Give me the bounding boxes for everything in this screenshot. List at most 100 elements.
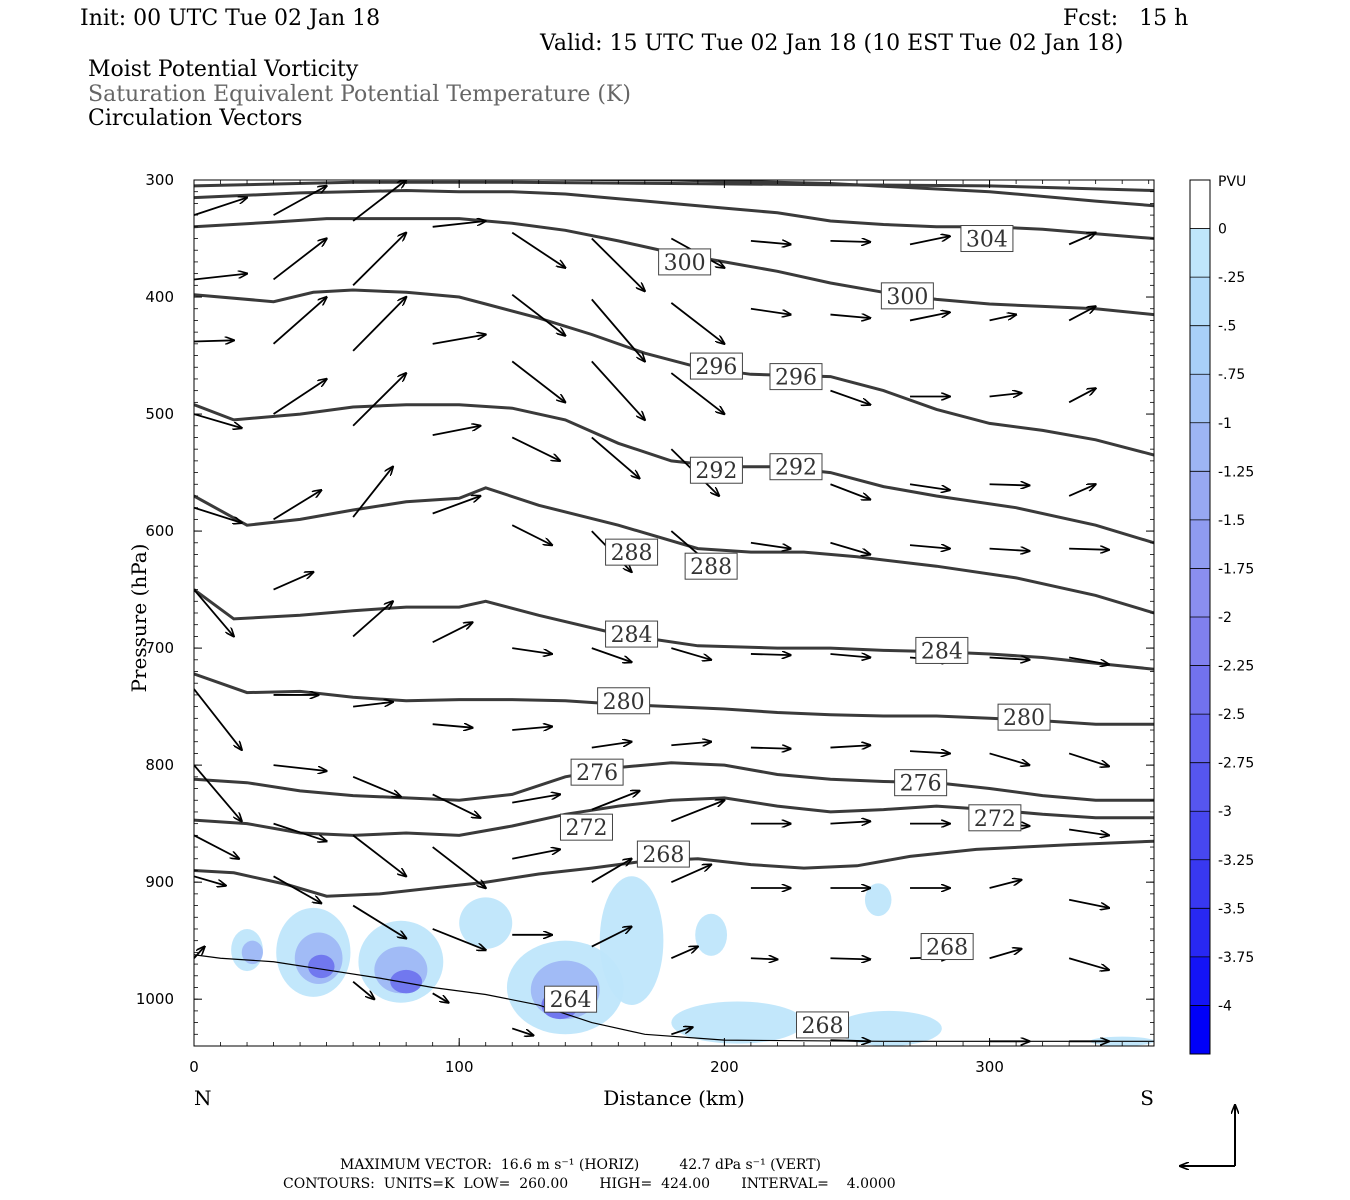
circulation-vector-0 <box>194 198 247 216</box>
pv-region-13 <box>695 913 728 956</box>
contour-288-5 <box>194 486 1154 615</box>
colorbar-segment-5 <box>1190 422 1210 472</box>
x-tick-label-0: 0 <box>189 1058 199 1076</box>
circulation-vector-43 <box>1068 484 1096 497</box>
contour-label-15: 272 <box>565 816 607 841</box>
contour-label-box-6 <box>769 453 823 481</box>
pv-region-7 <box>390 969 423 994</box>
circulation-vector-25 <box>432 334 486 345</box>
circulation-vector-54 <box>989 549 1030 551</box>
contour-label-box-13 <box>570 758 624 786</box>
colorbar-label-16: -4 <box>1218 998 1232 1014</box>
contour-label-box-11 <box>597 687 651 715</box>
contour-label-1: 300 <box>664 251 706 276</box>
circulation-vector-93 <box>273 822 327 842</box>
colorbar-segment-3 <box>1190 325 1210 375</box>
circulation-vector-86 <box>671 800 724 823</box>
field-title-2: Saturation Equivalent Potential Temperat… <box>88 82 631 107</box>
circulation-vector-53 <box>909 545 950 549</box>
contour-280-3 <box>194 672 1154 726</box>
circulation-vector-76 <box>830 745 870 747</box>
circulation-vector-47 <box>432 496 481 515</box>
contour-label-box-4 <box>769 363 823 391</box>
circulation-vector-120 <box>671 1027 692 1036</box>
colorbar-label-12: -3 <box>1218 804 1232 820</box>
circulation-vector-71 <box>432 724 473 728</box>
circulation-vector-115 <box>1068 957 1109 970</box>
circulation-vector-96 <box>512 849 560 860</box>
y-tick-label-1000: 1000 <box>136 990 174 1008</box>
contour-label-box-17 <box>636 840 690 868</box>
colorbar-label-7: -1.75 <box>1218 561 1254 577</box>
contour-label-7: 288 <box>611 541 653 566</box>
colorbar-label-8: -2 <box>1218 610 1232 626</box>
y-tick-label-400: 400 <box>145 288 174 306</box>
circulation-vector-28 <box>670 372 724 414</box>
colorbar-segment-6 <box>1190 471 1210 520</box>
y-tick-label-900: 900 <box>145 873 174 891</box>
circulation-vector-74 <box>671 742 711 746</box>
x-tick-label-200: 200 <box>710 1058 739 1076</box>
contour-label-13: 276 <box>576 761 618 786</box>
circulation-vector-110 <box>670 947 698 960</box>
circulation-vector-5 <box>591 237 645 292</box>
circulation-vector-106 <box>352 904 406 939</box>
contour-label-box-0 <box>960 225 1014 253</box>
circulation-vector-29 <box>830 389 870 405</box>
circulation-vector-52 <box>830 541 870 555</box>
circulation-vector-38 <box>591 436 640 478</box>
contour-label-11: 280 <box>603 690 645 715</box>
colorbar-label-4: -1 <box>1218 416 1232 432</box>
circulation-vector-75 <box>750 748 791 749</box>
colorbar-label-13: -3.25 <box>1218 853 1254 869</box>
colorbar-label-10: -2.5 <box>1218 707 1245 723</box>
circulation-vector-13 <box>352 233 406 286</box>
colorbar-label-3: -.75 <box>1218 367 1245 383</box>
circulation-vector-3 <box>432 221 486 228</box>
right-end-label: S <box>1140 1086 1154 1110</box>
y-tick-label-600: 600 <box>145 522 174 540</box>
circulation-vector-41 <box>909 483 950 490</box>
colorbar-segment-10 <box>1190 665 1210 715</box>
colorbar-label-11: -2.75 <box>1218 756 1254 772</box>
contour-label-4: 296 <box>775 366 817 391</box>
colorbar-segment-15 <box>1190 908 1210 957</box>
circulation-vector-81 <box>273 764 327 771</box>
circulation-vector-84 <box>512 794 560 804</box>
colorbar-unit: PVU <box>1218 174 1246 190</box>
circulation-vector-34 <box>273 379 327 415</box>
circulation-vector-32 <box>1068 388 1096 404</box>
contour-label-box-7 <box>605 538 659 566</box>
contour-label-box-12 <box>997 703 1051 731</box>
contour-label-box-15 <box>559 813 613 841</box>
circulation-vector-111 <box>750 958 778 959</box>
circulation-vector-48 <box>511 524 552 545</box>
pv-region-14 <box>671 1001 804 1044</box>
circulation-vector-21 <box>1068 306 1096 322</box>
circulation-vector-11 <box>194 274 247 281</box>
contour-label-16: 272 <box>974 807 1016 832</box>
circulation-vector-23 <box>272 297 327 345</box>
circulation-vector-64 <box>830 654 870 658</box>
colorbar-label-2: -.5 <box>1218 319 1236 335</box>
circulation-vector-51 <box>750 541 791 549</box>
pv-region-4 <box>308 954 335 979</box>
colorbar-segment-0 <box>1190 180 1210 229</box>
circulation-vector-31 <box>989 393 1022 397</box>
circulation-vector-103 <box>1068 898 1109 908</box>
contour-label-17: 268 <box>642 843 684 868</box>
circulation-vector-107 <box>432 928 486 950</box>
contour-label-box-20 <box>796 1011 850 1039</box>
contour-label-box-16 <box>968 804 1022 832</box>
contour-label-9: 284 <box>611 623 653 648</box>
circulation-vector-97 <box>591 859 632 883</box>
circulation-vector-118 <box>432 992 449 1002</box>
pv-region-12 <box>599 876 664 1006</box>
circulation-vector-63 <box>750 654 791 655</box>
left-end-label: N <box>194 1086 212 1110</box>
circulation-vector-1 <box>273 186 327 216</box>
contour-label-box-8 <box>684 552 738 580</box>
colorbar-segment-11 <box>1190 714 1210 763</box>
circulation-vector-117 <box>352 980 374 1000</box>
